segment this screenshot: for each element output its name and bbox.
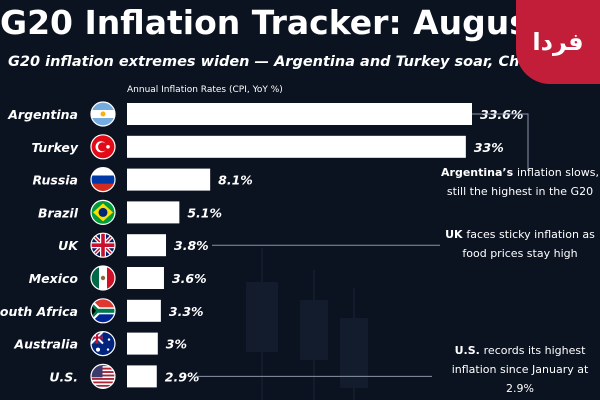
value-label-turkey: 33% [474,140,504,155]
flags-layer [90,101,116,389]
candlestick-background [246,248,368,400]
axis-label: Annual Inflation Rates (CPI, YoY %) [127,85,283,95]
us-flag-icon [90,363,116,389]
category-label-argentina: Argentina [7,107,78,122]
annotation-line: inflation since January at [452,363,589,376]
annotation-line: 2.9% [506,382,534,395]
annotation-headline: UK faces sticky inflation as [445,228,595,241]
annotation-connector [472,113,529,170]
bar-u-s [127,365,157,388]
annotation-line: food prices stay high [462,247,577,260]
category-label-u-s: U.S. [49,369,78,384]
value-label-uk: 3.8% [174,238,209,253]
category-label-uk: UK [58,238,79,253]
category-label-mexico: Mexico [29,271,79,286]
value-label-u-s: 2.9% [165,369,200,384]
brazil-flag-icon [90,199,116,225]
bar-uk [127,234,167,257]
category-label-south-africa: South Africa [0,304,78,319]
australia-flag-icon [90,331,116,357]
mexico-flag-icon [90,265,116,291]
value-label-australia: 3% [166,337,187,352]
category-label-brazil: Brazil [38,205,79,220]
bar-argentina [127,103,472,125]
bar-turkey [127,135,466,158]
category-label-australia: Australia [13,337,78,352]
annotation-headline: U.S. records its highest [455,344,586,357]
russia-flag-icon [90,167,116,193]
page-subtitle: G20 inflation extremes widen — Argentina… [8,54,519,70]
annotation-argentina: Argentina’s inflation slows, still the hi… [441,113,599,198]
bar-mexico [127,267,164,289]
annotation-headline: Argentina’s inflation slows, [441,166,599,179]
uk-flag-icon [90,232,116,258]
bar-brazil [127,201,180,224]
bar-australia [127,332,158,355]
annotation-uk: UK faces sticky inflation as food prices … [212,228,595,260]
annotations-layer: Argentina’s inflation slows, still the hi… [196,113,599,395]
value-label-russia: 8.1% [218,173,253,188]
turkey-flag-icon [90,134,116,160]
value-label-brazil: 5.1% [187,205,222,220]
bar-south-africa [127,299,161,322]
bar-russia [127,168,211,191]
category-label-turkey: Turkey [32,140,79,155]
argentina-flag-icon [90,101,116,127]
value-label-mexico: 3.6% [172,271,207,286]
bars-layer: Argentina 33.6%Turkey 33%Russia 8.1%Brazil 5… [0,103,523,388]
value-label-south-africa: 3.3% [169,304,204,319]
watermark-logo: فردا [516,0,600,84]
page-title: G20 Inflation Tracker: August [0,3,545,42]
category-label-russia: Russia [33,173,78,188]
south-africa-flag-icon [90,298,116,324]
annotation-u-s: U.S. records its highest inflation since … [196,344,589,395]
annotation-line: still the highest in the G20 [447,185,593,198]
